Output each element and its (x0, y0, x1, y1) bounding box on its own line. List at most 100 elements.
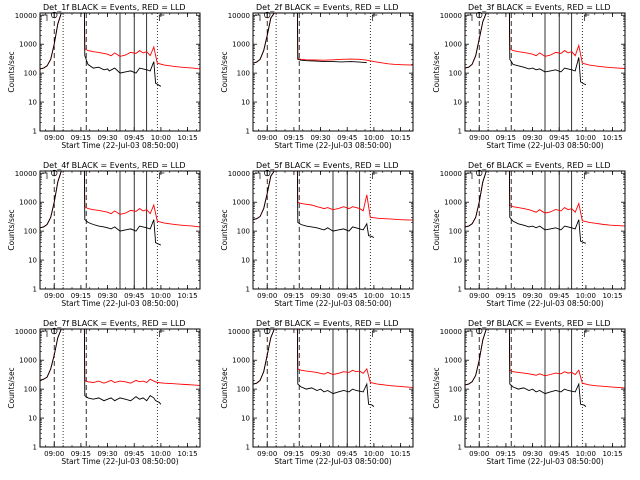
y-tick-label: 100 (237, 70, 250, 78)
y-tick-label: 10000 (228, 12, 250, 20)
corner-bracket-right (583, 172, 590, 179)
peak-circle-marker (264, 327, 271, 335)
series-line-events (253, 13, 367, 64)
x-tick-label: 10:15 (390, 134, 410, 142)
x-tick-label: 09:15 (496, 450, 516, 458)
x-tick-label: 10:00 (576, 292, 596, 300)
y-tick-label: 10000 (15, 12, 37, 20)
x-tick-label: 09:15 (496, 292, 516, 300)
detector-panel-1: Det_1f BLACK = Events, RED = LLD 1 10 100 10… (7, 3, 201, 150)
x-tick-label: 09:00 (469, 134, 489, 142)
x-tick-label: 10:15 (390, 292, 410, 300)
plot-frame (252, 12, 414, 132)
peak-circle-marker (264, 169, 271, 177)
panel-title: Det_6f BLACK = Events, RED = LLD (468, 161, 611, 170)
x-tick-label: 09:00 (257, 134, 277, 142)
series-line-events (465, 13, 587, 86)
x-tick-label: 10:15 (390, 450, 410, 458)
series-group (465, 171, 625, 244)
detector-panel-6: Det_6f BLACK = Events, RED = LLD 1 10 100 10… (432, 161, 626, 308)
x-tick-label: 09:00 (44, 134, 64, 142)
corner-bracket-right (158, 172, 165, 179)
y-tick-label: 1 (246, 128, 250, 136)
y-tick-label: 100 (24, 70, 37, 78)
y-tick-label: 100 (449, 70, 462, 78)
x-tick-label: 10:00 (364, 450, 384, 458)
peak-circle-marker (51, 327, 58, 335)
x-tick-label: 09:30 (310, 450, 330, 458)
x-tick-label: 09:45 (549, 450, 569, 458)
y-tick-label: 10 (241, 257, 250, 265)
y-tick-label: 10 (453, 99, 462, 107)
detector-panel-3: Det_3f BLACK = Events, RED = LLD 1 10 100 10… (432, 3, 626, 150)
y-tick-label: 10000 (15, 170, 37, 178)
x-tick-label: 10:15 (602, 292, 622, 300)
plot-frame (39, 12, 201, 132)
series-line-events (40, 13, 162, 87)
y-tick-label: 10000 (228, 170, 250, 178)
series-group (40, 329, 200, 405)
series-group (253, 329, 413, 407)
x-tick-label: 09:30 (97, 134, 117, 142)
plot-frame (464, 170, 626, 290)
x-tick-label: 10:15 (602, 134, 622, 142)
plot-frame (39, 170, 201, 290)
x-tick-label: 09:45 (549, 134, 569, 142)
peak-circle-marker (264, 11, 271, 19)
panel-title: Det_1f BLACK = Events, RED = LLD (43, 3, 186, 12)
y-tick-label: 10 (241, 415, 250, 423)
y-tick-label: 100 (237, 386, 250, 394)
x-axis-label: Start Time (22-Jul-03 08:50:00) (61, 141, 178, 150)
x-tick-label: 09:00 (469, 450, 489, 458)
corner-bracket-right (371, 172, 378, 179)
x-tick-label: 09:15 (71, 292, 91, 300)
x-axis-label: Start Time (22-Jul-03 08:50:00) (274, 299, 391, 308)
x-axis-label: Start Time (22-Jul-03 08:50:00) (274, 457, 391, 466)
x-tick-label: 09:00 (257, 450, 277, 458)
corner-bracket-left (467, 14, 473, 21)
y-tick-label: 100 (24, 228, 37, 236)
x-tick-label: 09:45 (337, 134, 357, 142)
x-tick-label: 09:45 (124, 450, 144, 458)
corner-bracket-right (371, 330, 378, 337)
series-line-events (40, 329, 162, 405)
peak-circle-marker (476, 11, 483, 19)
y-tick-label: 1000 (232, 41, 250, 49)
panel-title: Det_2f BLACK = Events, RED = LLD (256, 3, 399, 12)
x-tick-label: 09:15 (284, 292, 304, 300)
x-tick-label: 09:15 (496, 134, 516, 142)
corner-bracket-left (255, 14, 261, 21)
y-axis-label: Counts/sec (220, 209, 229, 250)
x-tick-label: 10:15 (177, 134, 197, 142)
x-tick-label: 09:30 (97, 450, 117, 458)
x-tick-label: 09:30 (522, 292, 542, 300)
y-axis-label: Counts/sec (432, 209, 441, 250)
plot-frame (252, 328, 414, 448)
series-line-lld (40, 329, 200, 386)
corner-bracket-left (42, 14, 48, 21)
x-axis-label: Start Time (22-Jul-03 08:50:00) (61, 457, 178, 466)
y-tick-label: 10000 (440, 12, 462, 20)
x-tick-label: 09:00 (469, 292, 489, 300)
x-tick-label: 10:00 (364, 292, 384, 300)
x-tick-label: 10:15 (602, 450, 622, 458)
x-tick-label: 10:15 (177, 292, 197, 300)
series-line-events (465, 171, 587, 244)
y-tick-label: 1 (246, 444, 250, 452)
x-tick-label: 09:30 (522, 450, 542, 458)
series-group (465, 329, 625, 407)
corner-bracket-left (255, 172, 261, 179)
x-tick-label: 10:00 (364, 134, 384, 142)
y-tick-label: 100 (24, 386, 37, 394)
y-tick-label: 10000 (15, 328, 37, 336)
series-line-events (253, 329, 375, 407)
peak-circle-marker (476, 169, 483, 177)
y-tick-label: 10000 (228, 328, 250, 336)
corner-bracket-left (255, 330, 261, 337)
y-tick-label: 1 (33, 444, 37, 452)
detector-panel-9: Det_9f BLACK = Events, RED = LLD 1 10 100 10… (432, 319, 626, 466)
y-tick-label: 10 (241, 99, 250, 107)
plot-frame (464, 328, 626, 448)
x-tick-label: 09:15 (71, 450, 91, 458)
